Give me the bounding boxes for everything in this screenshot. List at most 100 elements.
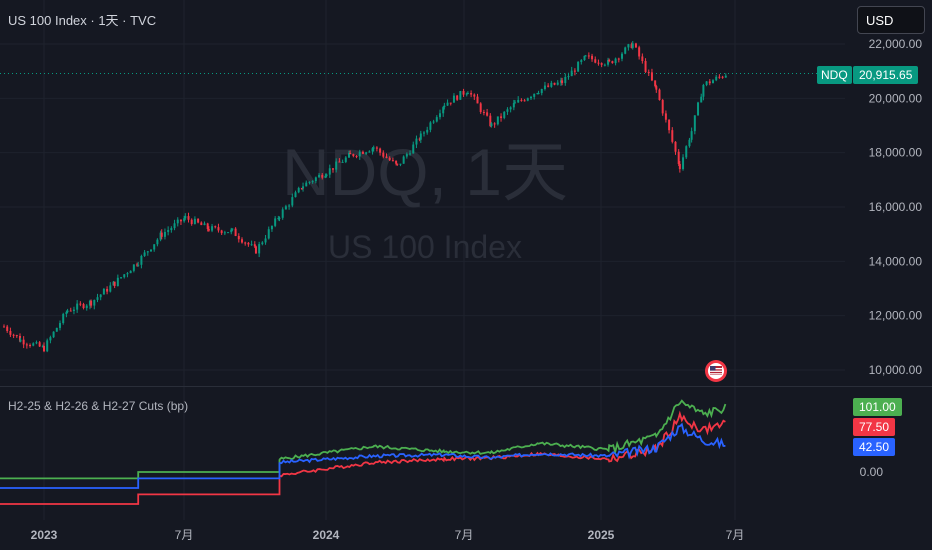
h2-25-value-badge: 42.50 — [853, 438, 896, 456]
price-candle — [621, 53, 623, 59]
price-candle — [570, 70, 573, 77]
price-candle — [253, 244, 256, 247]
price-candle — [564, 76, 567, 84]
currency-button[interactable]: USD — [857, 6, 925, 34]
price-candle — [49, 337, 52, 341]
price-candle — [375, 147, 378, 149]
price-candle — [277, 218, 280, 220]
price-candle — [543, 85, 546, 90]
price-candle — [661, 100, 664, 114]
price-tick-label: 20,000.00 — [869, 91, 923, 105]
price-candle — [197, 218, 200, 223]
price-candle — [396, 163, 399, 165]
price-candle — [721, 76, 724, 78]
price-candle — [123, 274, 126, 278]
price-candle — [473, 94, 476, 97]
price-candle — [630, 44, 633, 48]
price-candle — [41, 345, 44, 347]
price-candle — [700, 96, 703, 103]
price-candle — [200, 222, 203, 226]
price-candle — [106, 288, 109, 292]
price-candle — [321, 174, 324, 178]
price-candle — [311, 181, 314, 183]
price-candle — [163, 231, 166, 237]
price-candle — [140, 255, 143, 265]
price-candle — [184, 216, 187, 219]
price-candle — [183, 218, 186, 222]
price-candle — [439, 113, 441, 118]
price-candle — [308, 181, 311, 183]
h2-26-value-badge: 77.50 — [853, 418, 896, 436]
chart-title: US 100 Index · 1天 · TVC — [8, 13, 157, 28]
price-candle — [368, 151, 371, 153]
price-candle — [223, 232, 226, 234]
indicator-series — [0, 399, 727, 505]
price-candle — [559, 80, 562, 83]
price-candle — [297, 188, 300, 193]
price-candle — [668, 119, 671, 131]
price-candle — [712, 80, 714, 84]
price-candle — [533, 93, 536, 97]
price-candle — [372, 147, 375, 149]
price-candle — [207, 228, 210, 231]
price-candle — [520, 99, 523, 101]
indicator-axis-ticks: 0.00 — [860, 465, 884, 479]
price-candle — [517, 99, 520, 103]
price-candle — [146, 251, 149, 253]
price-candle — [153, 244, 156, 250]
price-candle — [9, 330, 12, 335]
price-candle — [405, 154, 408, 157]
price-candle — [102, 288, 105, 295]
price-candle — [573, 70, 576, 72]
price-candle — [69, 310, 72, 312]
price-candle — [250, 244, 253, 246]
price-candle — [617, 58, 620, 60]
price-candle — [355, 156, 358, 158]
time-tick-label: 2024 — [313, 528, 340, 542]
price-candle — [203, 223, 206, 226]
price-candle — [230, 229, 233, 233]
price-candle — [22, 339, 25, 345]
price-candle — [59, 323, 61, 328]
price-candle — [270, 225, 273, 230]
price-candle — [29, 345, 32, 347]
price-candle — [341, 161, 344, 163]
price-candle — [611, 61, 614, 64]
price-candle — [443, 105, 446, 108]
price-candle — [6, 326, 9, 331]
price-candle — [426, 129, 429, 133]
price-candle — [90, 300, 93, 306]
price-candle — [490, 123, 493, 127]
price-candle — [93, 299, 96, 306]
price-candle — [584, 55, 587, 57]
price-candle — [537, 93, 540, 95]
price-candle — [150, 249, 152, 252]
price-candle — [76, 303, 79, 310]
price-candle — [435, 117, 438, 122]
price-candle — [371, 148, 374, 152]
price-candle — [715, 76, 718, 81]
price-candle — [678, 164, 681, 170]
price-candle — [143, 252, 146, 256]
price-candle — [385, 156, 388, 158]
price-candle — [300, 188, 303, 190]
watermark-name: US 100 Index — [328, 229, 522, 265]
price-candle — [597, 62, 600, 64]
price-candle — [96, 297, 99, 300]
price-candle — [160, 232, 163, 237]
us-flag-icon[interactable] — [705, 360, 727, 382]
price-candle — [349, 153, 352, 155]
price-candle — [358, 151, 361, 157]
price-candle — [556, 82, 559, 85]
price-candle — [120, 277, 123, 279]
price-candle — [261, 242, 264, 245]
price-candle — [237, 235, 240, 240]
price-candle — [179, 219, 182, 222]
price-candle — [705, 81, 708, 85]
price-candle — [647, 71, 650, 73]
price-tick-label: 18,000.00 — [869, 146, 923, 160]
price-candle — [278, 217, 281, 219]
price-candle — [466, 93, 469, 95]
price-candle — [567, 76, 570, 78]
